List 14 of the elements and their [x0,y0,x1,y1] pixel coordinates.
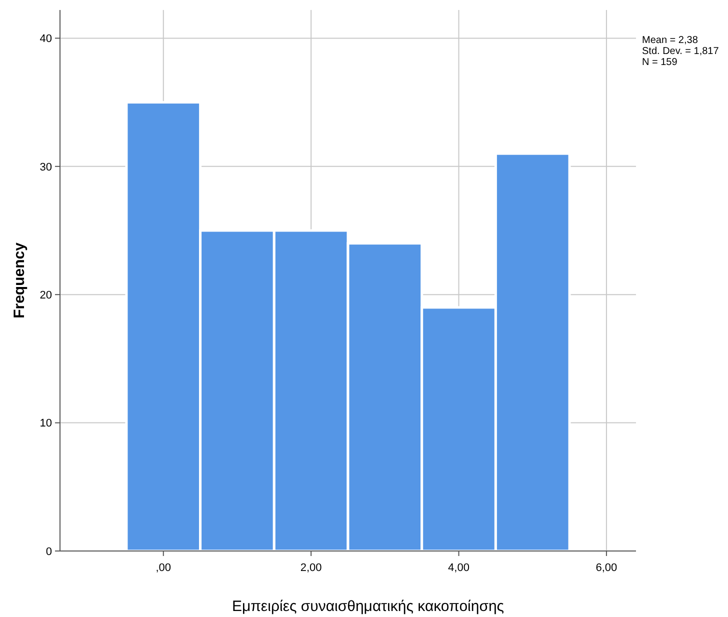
x-tick-label: 6,00 [596,562,618,574]
y-tick-label: 20 [40,289,52,302]
y-tick-label: 10 [40,418,52,430]
text: Std. Dev. = 1,817 [642,46,720,57]
y-tick-label: 30 [40,161,52,174]
text: Mean = 2,38 [642,35,698,46]
y-tick-label: 40 [40,33,52,46]
x-tick-label: ,00 [156,562,172,574]
x-tick-label: 4,00 [448,562,470,574]
y-axis-title: Frequency [11,242,28,318]
y-tick-label: 0 [46,546,52,558]
text: N = 159 [642,57,678,68]
x-tick-label: 2,00 [300,562,322,574]
x-axis-title: Εμπειρίες συναισθηματικής κακοποίησης [232,598,504,615]
